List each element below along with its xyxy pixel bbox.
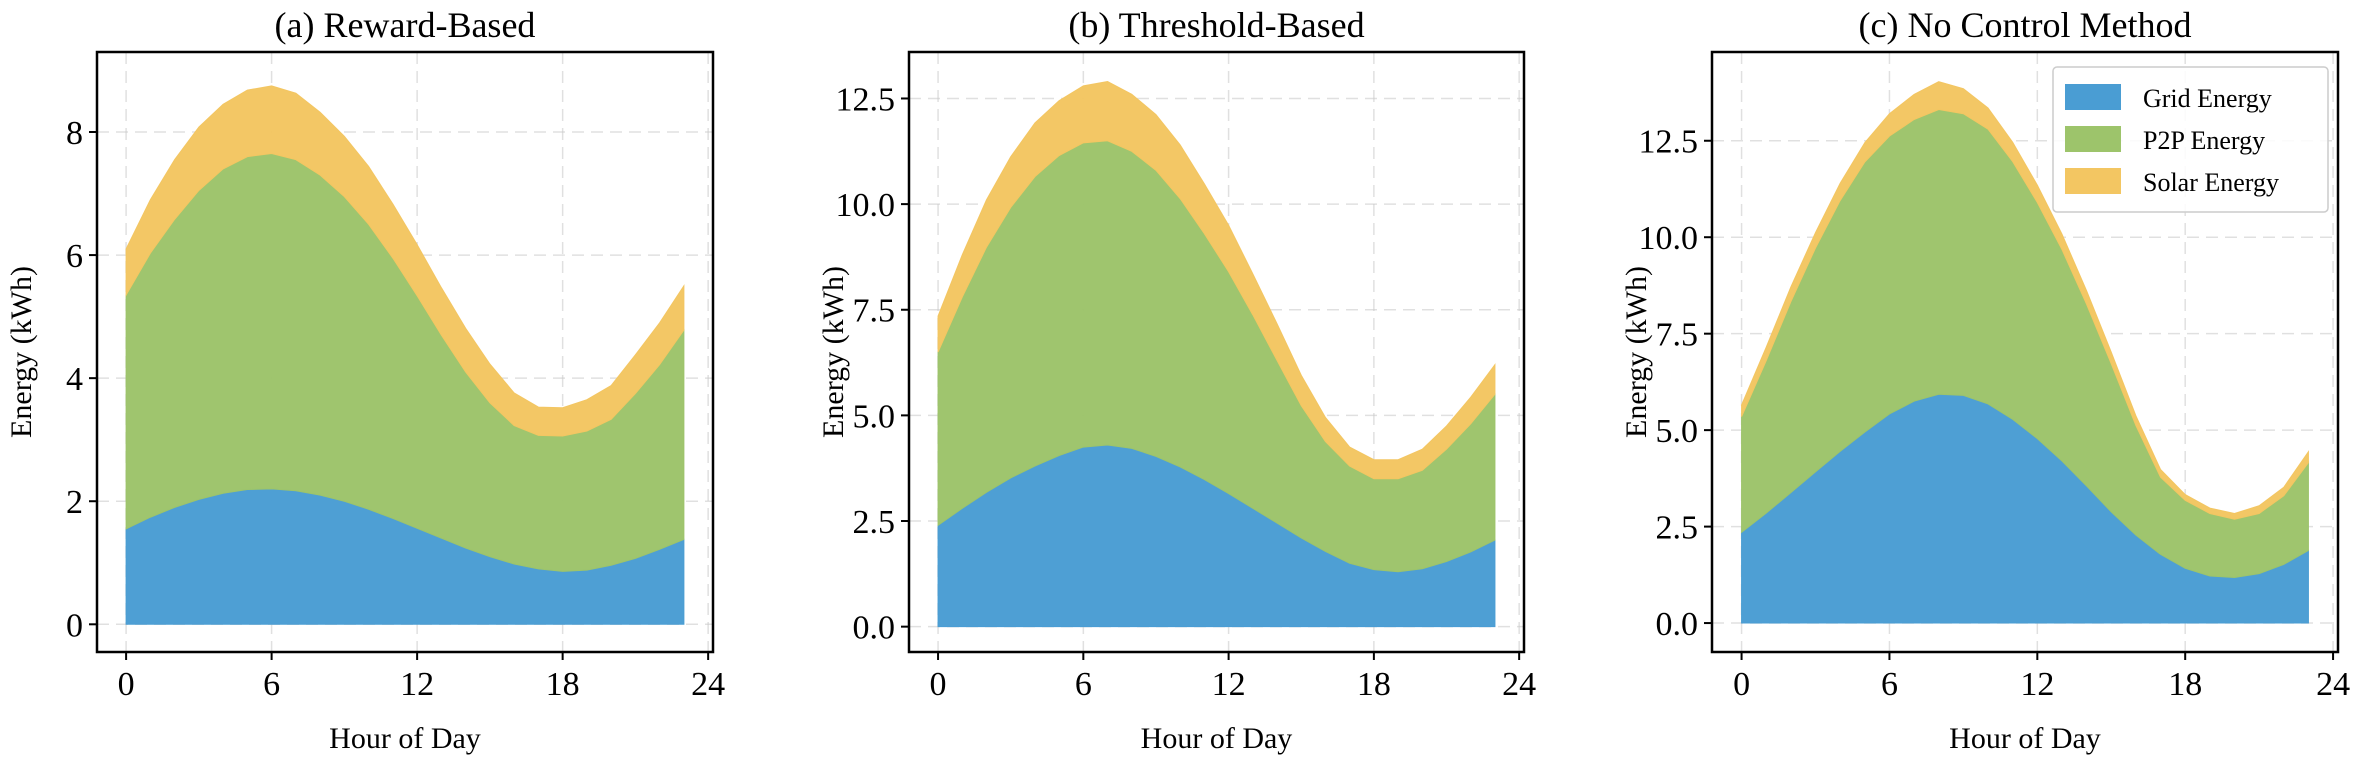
y-tick-label: 7.5 xyxy=(853,293,896,330)
y-axis-label: Energy (kWh) xyxy=(817,266,850,438)
x-axis-label: Hour of Day xyxy=(329,722,481,755)
y-tick-label: 5.0 xyxy=(853,398,896,435)
chart-title: (c) No Control Method xyxy=(1859,5,2192,45)
plot-frame xyxy=(907,50,1526,654)
y-axis-label: Energy (kWh) xyxy=(1620,266,1653,438)
area-solar-energy xyxy=(1741,81,2309,520)
chart-title: (a) Reward-Based xyxy=(275,5,536,45)
x-tick-label: 24 xyxy=(2316,666,2350,703)
area-solar-energy xyxy=(937,81,1496,480)
y-tick-label: 10.0 xyxy=(1639,220,1699,257)
legend: Grid Energy P2P Energy Solar Energy xyxy=(2052,66,2329,213)
y-tick-label: 6 xyxy=(66,238,83,275)
chart-title: (b) Threshold-Based xyxy=(1068,5,1364,45)
legend-box xyxy=(2052,66,2329,213)
x-tick-label: 12 xyxy=(1212,666,1246,703)
y-tick-label: 7.5 xyxy=(1656,317,1699,354)
y-tick-label: 8 xyxy=(66,115,83,152)
x-tick-label: 0 xyxy=(118,666,135,703)
x-tick-label: 6 xyxy=(263,666,280,703)
y-tick-label: 10.0 xyxy=(836,187,896,224)
y-tick-label: 0 xyxy=(66,607,83,644)
y-tick-label: 12.5 xyxy=(1639,124,1699,161)
y-tick-label: 2.5 xyxy=(1656,510,1699,547)
x-axis-label: Hour of Day xyxy=(1141,722,1293,755)
y-tick-label: 4 xyxy=(66,361,83,398)
x-axis-label: Hour of Day xyxy=(1949,722,2101,755)
x-tick-label: 18 xyxy=(546,666,580,703)
x-tick-label: 0 xyxy=(930,666,947,703)
x-tick-label: 18 xyxy=(1357,666,1391,703)
legend-entry: Grid Energy xyxy=(2143,84,2272,113)
x-tick-label: 24 xyxy=(1502,666,1536,703)
x-tick-label: 18 xyxy=(2168,666,2202,703)
x-tick-label: 12 xyxy=(2020,666,2054,703)
legend-swatch xyxy=(2065,126,2121,152)
legend-entry: Solar Energy xyxy=(2143,168,2279,197)
legend-entry: P2P Energy xyxy=(2143,126,2265,155)
y-tick-label: 12.5 xyxy=(836,81,896,118)
y-tick-label: 2.5 xyxy=(853,504,896,541)
plot-frame xyxy=(95,50,715,654)
y-tick-label: 0.0 xyxy=(853,610,896,647)
chart-panel-3: 0 6 12 18 24 0.0 2.5 5.0 7.5 10.0 12.5 (c) No Contr… xyxy=(1620,5,2350,755)
chart-panel-2: 0 6 12 18 24 0.0 2.5 5.0 7.5 10.0 12.5 (b) Threshol… xyxy=(817,5,1536,755)
y-tick-label: 2 xyxy=(66,484,83,521)
area-solar-energy xyxy=(125,85,685,437)
y-axis-label: Energy (kWh) xyxy=(5,266,38,438)
legend-swatch xyxy=(2065,168,2121,194)
x-tick-label: 12 xyxy=(400,666,434,703)
y-tick-label: 0.0 xyxy=(1656,606,1699,643)
x-tick-label: 6 xyxy=(1881,666,1898,703)
legend-swatch xyxy=(2065,84,2121,110)
x-tick-label: 6 xyxy=(1075,666,1092,703)
y-tick-label: 5.0 xyxy=(1656,413,1699,450)
plot-frame xyxy=(1710,50,2340,654)
x-tick-label: 24 xyxy=(691,666,725,703)
x-tick-label: 0 xyxy=(1733,666,1750,703)
